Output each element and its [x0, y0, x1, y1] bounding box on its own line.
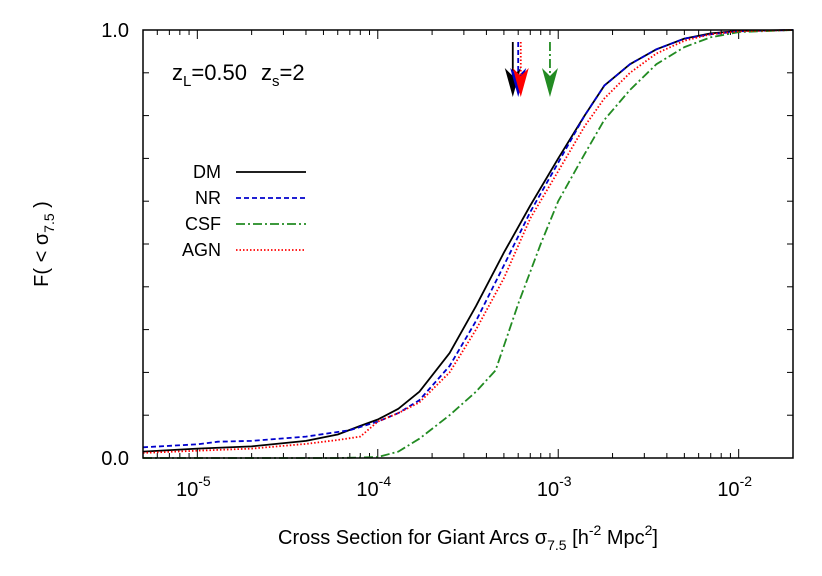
- y-axis-label: F( < σ7.5 ): [31, 201, 57, 287]
- legend-label-dm: DM: [193, 162, 221, 182]
- median-arrows-layer: [504, 42, 558, 97]
- legend-label-agn: AGN: [182, 240, 221, 260]
- x-tick-label: 10-2: [717, 473, 752, 501]
- series-line-csf: [143, 29, 794, 459]
- legend-label-csf: CSF: [185, 214, 221, 234]
- legend: DM NR CSF AGN: [182, 162, 306, 260]
- redshift-annotation: zL=0.50 zs=2: [172, 60, 305, 90]
- x-tick-label: 10-3: [537, 473, 572, 501]
- median-arrow-head-csf: [541, 68, 558, 97]
- y-tick-label: 0.0: [101, 448, 129, 470]
- y-tick-label: 1.0: [101, 20, 129, 42]
- plot-frame: [142, 29, 794, 459]
- x-tick-label: 10-5: [176, 473, 211, 501]
- ticks-layer: 10-5 10-4 10-3 10-2 0.0 1.0: [101, 20, 794, 501]
- series-line-agn: [142, 29, 794, 454]
- x-tick-label: 10-4: [356, 473, 391, 501]
- legend-label-nr: NR: [195, 188, 221, 208]
- median-arrow-head-agn: [512, 68, 529, 97]
- series-line-nr: [142, 29, 794, 449]
- x-axis-label: Cross Section for Giant Arcs σ7.5 [h-2 M…: [278, 522, 658, 553]
- series-layer: [142, 29, 794, 459]
